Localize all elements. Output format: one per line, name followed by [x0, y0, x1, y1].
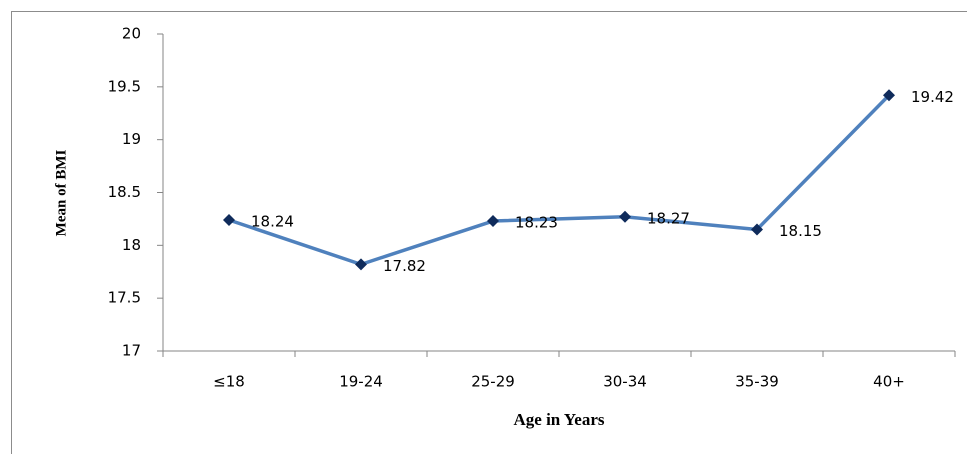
marker: [619, 210, 631, 223]
y-tick-label: 19: [122, 130, 141, 148]
marker: [223, 213, 235, 226]
y-axis-label: Mean of BMI: [53, 150, 69, 237]
x-tick-label: ≤18: [213, 373, 245, 391]
y-tick-label: 17: [122, 342, 141, 360]
data-label: 18.24: [251, 212, 294, 230]
data-label: 18.23: [515, 214, 558, 232]
marker: [355, 258, 367, 271]
y-tick-label: 18: [122, 236, 141, 254]
y-tick-label: 18.5: [108, 183, 141, 201]
x-tick-label: 19-24: [339, 373, 383, 391]
y-tick-label: 17.5: [108, 289, 141, 307]
marker: [883, 89, 895, 102]
x-tick-label: 25-29: [471, 373, 515, 391]
marker: [751, 223, 763, 236]
y-tick-label: 19.5: [108, 77, 141, 95]
x-tick-label: 30-34: [603, 373, 647, 391]
y-tick-label: 20: [122, 25, 141, 43]
data-label: 19.42: [911, 88, 954, 106]
data-label: 18.15: [779, 222, 822, 240]
x-axis-label: Age in Years: [514, 410, 605, 429]
chart-border: [11, 11, 967, 454]
series-line: [228, 94, 891, 267]
x-tick-label: 40+: [873, 373, 905, 391]
data-label: 17.82: [383, 257, 426, 275]
x-tick-label: 35-39: [735, 373, 779, 391]
data-label: 18.27: [647, 209, 690, 227]
marker: [487, 215, 499, 228]
